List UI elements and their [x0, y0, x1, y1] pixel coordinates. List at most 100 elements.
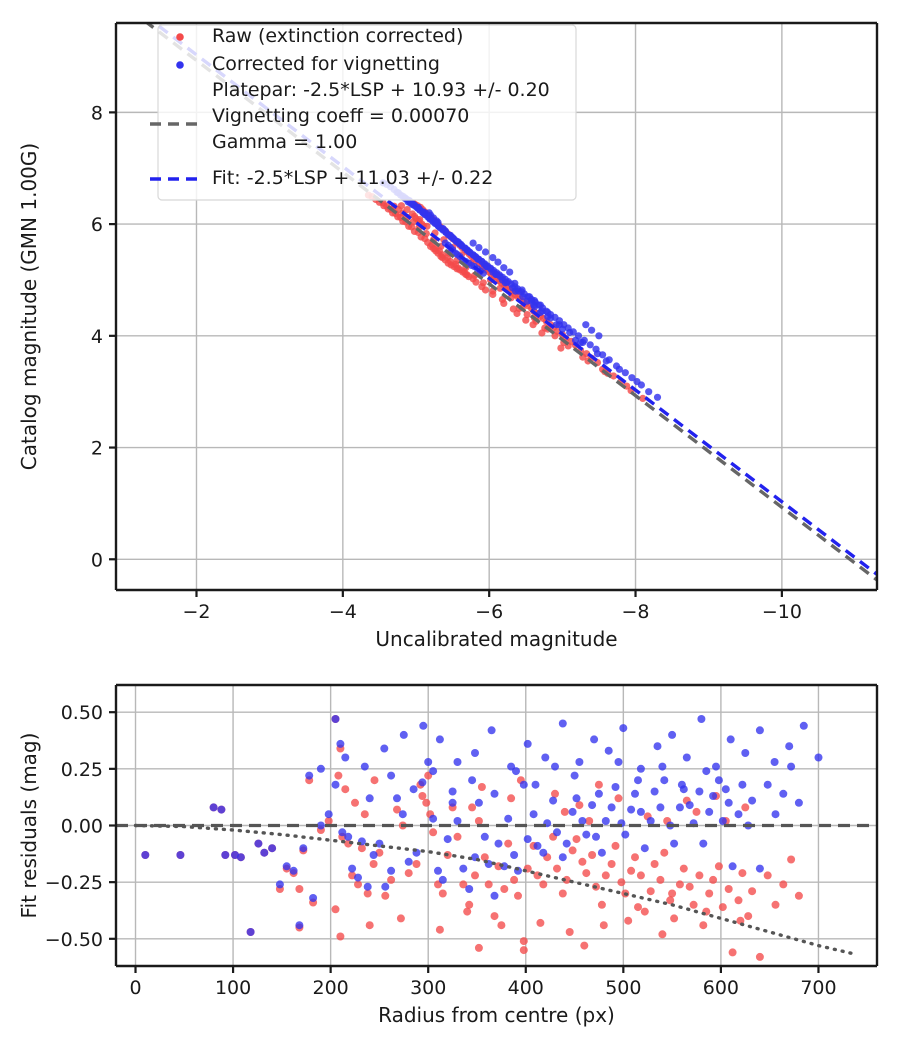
data-point: [628, 374, 636, 382]
data-point: [477, 783, 486, 791]
data-point: [429, 828, 438, 837]
data-point: [409, 785, 418, 794]
data-point: [604, 746, 613, 755]
data-point: [523, 739, 532, 748]
data-point: [597, 900, 606, 909]
data-point: [221, 851, 230, 859]
data-point: [438, 254, 446, 262]
data-point: [381, 891, 390, 900]
data-point: [709, 875, 718, 884]
data-point: [646, 817, 655, 825]
data-point: [363, 882, 372, 891]
data-point: [381, 882, 390, 891]
data-point: [404, 857, 413, 866]
data-point: [413, 204, 422, 212]
data-point: [637, 381, 646, 389]
data-point: [611, 841, 620, 850]
data-point: [324, 810, 333, 819]
x-tick-label: −10: [762, 601, 802, 623]
data-point: [471, 749, 479, 757]
data-point: [463, 907, 472, 916]
data-point: [636, 764, 645, 773]
data-point: [582, 830, 591, 839]
y-tick-label: 0.25: [61, 759, 103, 781]
data-point: [217, 805, 226, 814]
data-point: [510, 875, 519, 884]
data-point: [354, 873, 362, 882]
data-point: [562, 875, 571, 884]
data-point: [365, 921, 374, 930]
data-point: [568, 846, 577, 855]
x-tick-label: −4: [329, 601, 357, 623]
data-point: [295, 921, 304, 930]
data-point: [590, 735, 599, 744]
data-point: [541, 753, 550, 762]
data-point: [305, 771, 314, 780]
data-point: [268, 844, 277, 853]
data-point: [309, 894, 318, 902]
data-point: [474, 817, 483, 825]
legend-entry-2: Platepar: -2.5*LSP + 10.93 +/- 0.20 Vigne…: [150, 79, 550, 153]
data-point: [519, 293, 527, 301]
data-point: [692, 807, 701, 816]
residual-points-group: [141, 715, 823, 961]
data-point: [702, 767, 711, 776]
data-point: [668, 889, 677, 898]
data-point: [282, 862, 291, 871]
data-point: [544, 308, 552, 316]
data-point: [519, 937, 528, 946]
data-point: [370, 776, 379, 785]
data-point: [734, 896, 743, 905]
data-point: [677, 780, 686, 789]
data-point: [435, 735, 444, 744]
data-point: [588, 326, 596, 334]
data-point: [588, 851, 597, 859]
data-point: [660, 848, 669, 857]
data-point: [779, 789, 788, 798]
data-point: [562, 839, 571, 848]
data-point: [741, 749, 750, 757]
data-point: [507, 794, 516, 803]
data-point: [658, 762, 667, 771]
data-point: [592, 832, 600, 841]
y-tick-label: 4: [91, 326, 103, 348]
data-point: [533, 841, 542, 850]
data-point: [316, 764, 325, 773]
data-point: [475, 244, 483, 252]
y-axis-label: Catalog magnitude (GMN 1.00G): [17, 143, 41, 470]
data-point: [424, 758, 433, 766]
data-point: [614, 794, 623, 803]
data-point: [531, 780, 540, 789]
data-point: [506, 268, 514, 276]
data-point: [443, 835, 452, 844]
data-point: [744, 912, 753, 921]
magnitude-calibration-plot: −2 −4 −6 −8 −10 0 2 4 6 8 Uncalibrated magnitude Ca…: [17, 21, 879, 651]
data-point: [399, 730, 408, 739]
data-point: [394, 213, 402, 221]
data-point: [396, 914, 405, 923]
data-point: [580, 941, 589, 950]
data-point: [489, 254, 497, 262]
data-point: [565, 928, 574, 936]
data-point: [518, 286, 526, 294]
legend: Raw (extinction corrected) Corrected for …: [150, 24, 577, 201]
legend-label: Fit: -2.5*LSP + 11.03 +/- 0.22: [212, 167, 493, 189]
data-point: [489, 290, 497, 299]
data-point: [387, 866, 396, 875]
data-point: [726, 735, 735, 744]
data-point: [718, 817, 727, 825]
data-point: [316, 821, 325, 830]
data-point: [387, 875, 396, 884]
data-point: [610, 372, 618, 380]
data-point: [799, 721, 808, 730]
data-point: [553, 828, 561, 837]
data-point: [209, 803, 218, 812]
data-point: [490, 789, 499, 798]
data-point: [763, 780, 772, 789]
data-point: [357, 844, 366, 853]
data-point: [555, 321, 564, 329]
data-point: [594, 780, 603, 789]
data-point: [487, 265, 495, 273]
data-point: [586, 341, 594, 349]
data-point: [705, 807, 714, 816]
